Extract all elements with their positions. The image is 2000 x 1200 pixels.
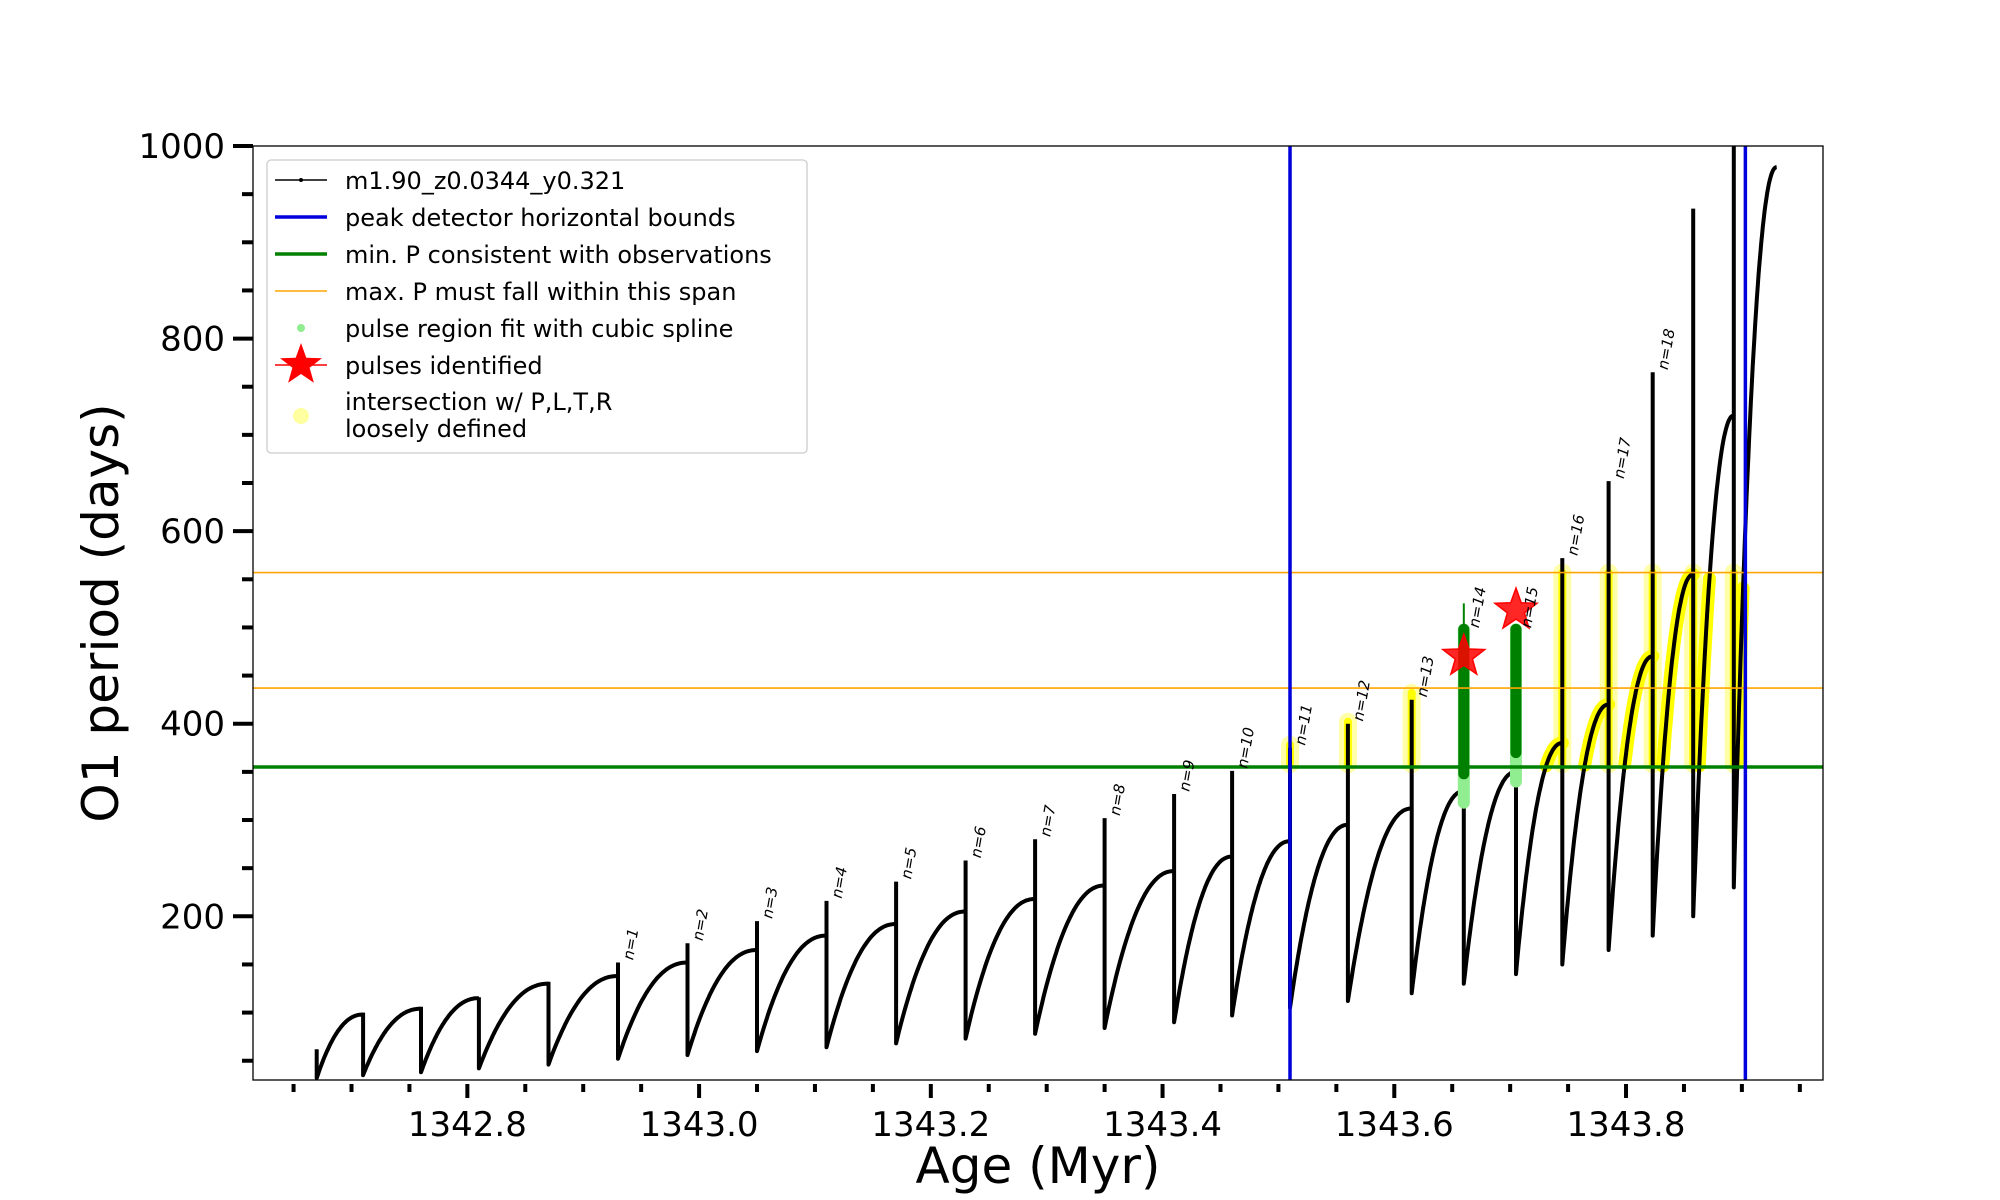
track-cycle-24 <box>1731 146 1778 890</box>
horizontal-reference-lines <box>253 571 1823 769</box>
track-cycle-12 <box>1102 818 1175 1030</box>
pulse-label-20: n=16 <box>1564 513 1589 557</box>
track-cycle-14 <box>1230 770 1291 1018</box>
legend-label-3: max. P must fall within this span <box>345 278 736 306</box>
track-cycle-8 <box>824 900 897 1050</box>
x-tick-label: 1343.8 <box>1567 1105 1686 1145</box>
track-cycle-4 <box>546 974 619 1067</box>
track-cycle-11 <box>1033 839 1106 1036</box>
legend-label-4: pulse region fit with cubic spline <box>345 315 733 343</box>
x-tick-label: 1343.4 <box>1103 1105 1222 1145</box>
axes: 1342.8 1343.0 1343.2 1343.4 1343.6 1343.8 200 4… <box>138 127 1802 1145</box>
x-tick-label: 1343.6 <box>1335 1105 1454 1145</box>
track-cycle-7 <box>755 921 828 1054</box>
y-tick-label: 600 <box>160 512 225 552</box>
track-cycle-16 <box>1345 723 1413 1003</box>
track-cycle-6 <box>685 943 758 1057</box>
track-cycle-9 <box>894 881 967 1046</box>
legend-label-1: peak detector horizontal bounds <box>345 204 736 232</box>
track-cycle-13 <box>1172 794 1233 1025</box>
pulse-label-19: n=15 <box>1517 585 1542 629</box>
legend-marker-track-dot <box>299 178 303 182</box>
track-cycle-18 <box>1461 630 1517 986</box>
track-cycle-19 <box>1514 630 1564 977</box>
period-track <box>314 146 1778 1080</box>
track-cycle-17 <box>1409 699 1465 996</box>
track-cycle-2 <box>419 996 480 1075</box>
track-cycle-15 <box>1288 747 1349 1010</box>
x-axis-label: Age (Myr) <box>916 1137 1161 1195</box>
track-cycle-1 <box>361 1006 422 1078</box>
y-tick-label: 800 <box>160 320 225 360</box>
legend-marker-dot <box>297 324 305 332</box>
pulse-star-0 <box>1440 632 1487 676</box>
y-tick-label: 200 <box>160 897 225 937</box>
pulse-label-6: n=2 <box>689 908 712 942</box>
pulse-label-10: n=6 <box>967 825 990 859</box>
track-cycle-20 <box>1560 558 1610 967</box>
track-cycle-0 <box>314 1012 365 1080</box>
pulse-label-13: n=9 <box>1175 758 1198 792</box>
pulse-label-18: n=14 <box>1465 585 1490 629</box>
pulse-label-21: n=17 <box>1610 436 1635 480</box>
pulse-label-12: n=8 <box>1106 783 1129 817</box>
x-tick-label: 1343.0 <box>640 1105 759 1145</box>
pulses-identified <box>1440 585 1540 676</box>
pulse-label-14: n=10 <box>1233 726 1258 770</box>
legend-label-0: m1.90_z0.0344_y0.321 <box>345 167 625 195</box>
y-tick-label: 400 <box>160 705 225 745</box>
pulse-label-17: n=13 <box>1413 655 1438 699</box>
x-tick-label: 1342.8 <box>408 1105 527 1145</box>
peak-detector-bounds <box>1288 146 1748 1080</box>
y-tick-label: 1000 <box>138 127 225 167</box>
pulse-star-1 <box>1492 585 1540 630</box>
legend-box <box>266 159 808 454</box>
pulse-label-11: n=7 <box>1036 803 1059 838</box>
pulse-label-5: n=1 <box>619 927 642 961</box>
plot-frame <box>252 145 1824 1081</box>
legend-label-5: pulses identified <box>345 352 543 380</box>
track-cycle-21 <box>1606 481 1654 952</box>
pulse-label-9: n=5 <box>897 846 920 880</box>
pulse-label-22: n=18 <box>1654 327 1679 371</box>
pulse-label-16: n=12 <box>1349 679 1374 723</box>
pulse-label-8: n=4 <box>828 865 851 899</box>
pulse-label-7: n=3 <box>758 886 781 920</box>
legend-marker-circle <box>293 408 309 424</box>
track-cycle-22 <box>1650 372 1695 938</box>
y-axis-label: O1 period (days) <box>72 403 130 822</box>
legend-label-6: intersection w/ P,L,T,R <box>345 388 612 416</box>
legend-marker-star <box>280 343 322 383</box>
track-cycle-23 <box>1691 208 1735 919</box>
track-cycle-10 <box>963 860 1036 1041</box>
legend-label-7: loosely defined <box>345 415 527 443</box>
legend-label-2: min. P consistent with observations <box>345 241 772 269</box>
pulse-label-15: n=11 <box>1291 703 1316 747</box>
x-tick-label: 1343.2 <box>871 1105 990 1145</box>
track-cycle-3 <box>476 981 550 1071</box>
track-cycle-5 <box>616 960 689 1061</box>
